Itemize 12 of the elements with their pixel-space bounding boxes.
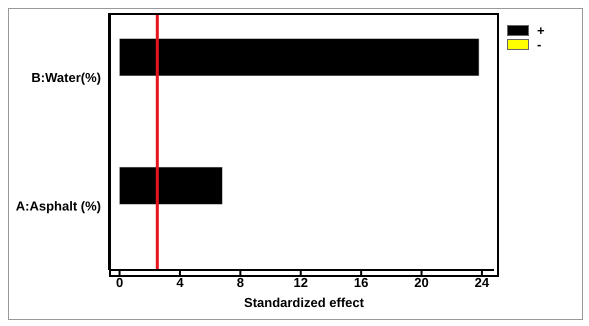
x-axis-title: Standardized effect — [243, 295, 365, 310]
x-tick-label: 12 — [294, 275, 308, 290]
x-tick-label: 24 — [474, 275, 490, 290]
x-tick-label: 4 — [176, 275, 184, 290]
legend-label: - — [537, 36, 542, 52]
x-tick-label: 0 — [116, 275, 124, 290]
legend-label: + — [537, 22, 545, 38]
x-tick-label: 8 — [236, 275, 244, 290]
x-tick-label: 16 — [354, 275, 368, 290]
y-tick-label: A:Asphalt (%) — [16, 198, 101, 214]
x-tick-label: 20 — [414, 275, 429, 290]
y-tick-label: B:Water(%) — [31, 70, 101, 85]
